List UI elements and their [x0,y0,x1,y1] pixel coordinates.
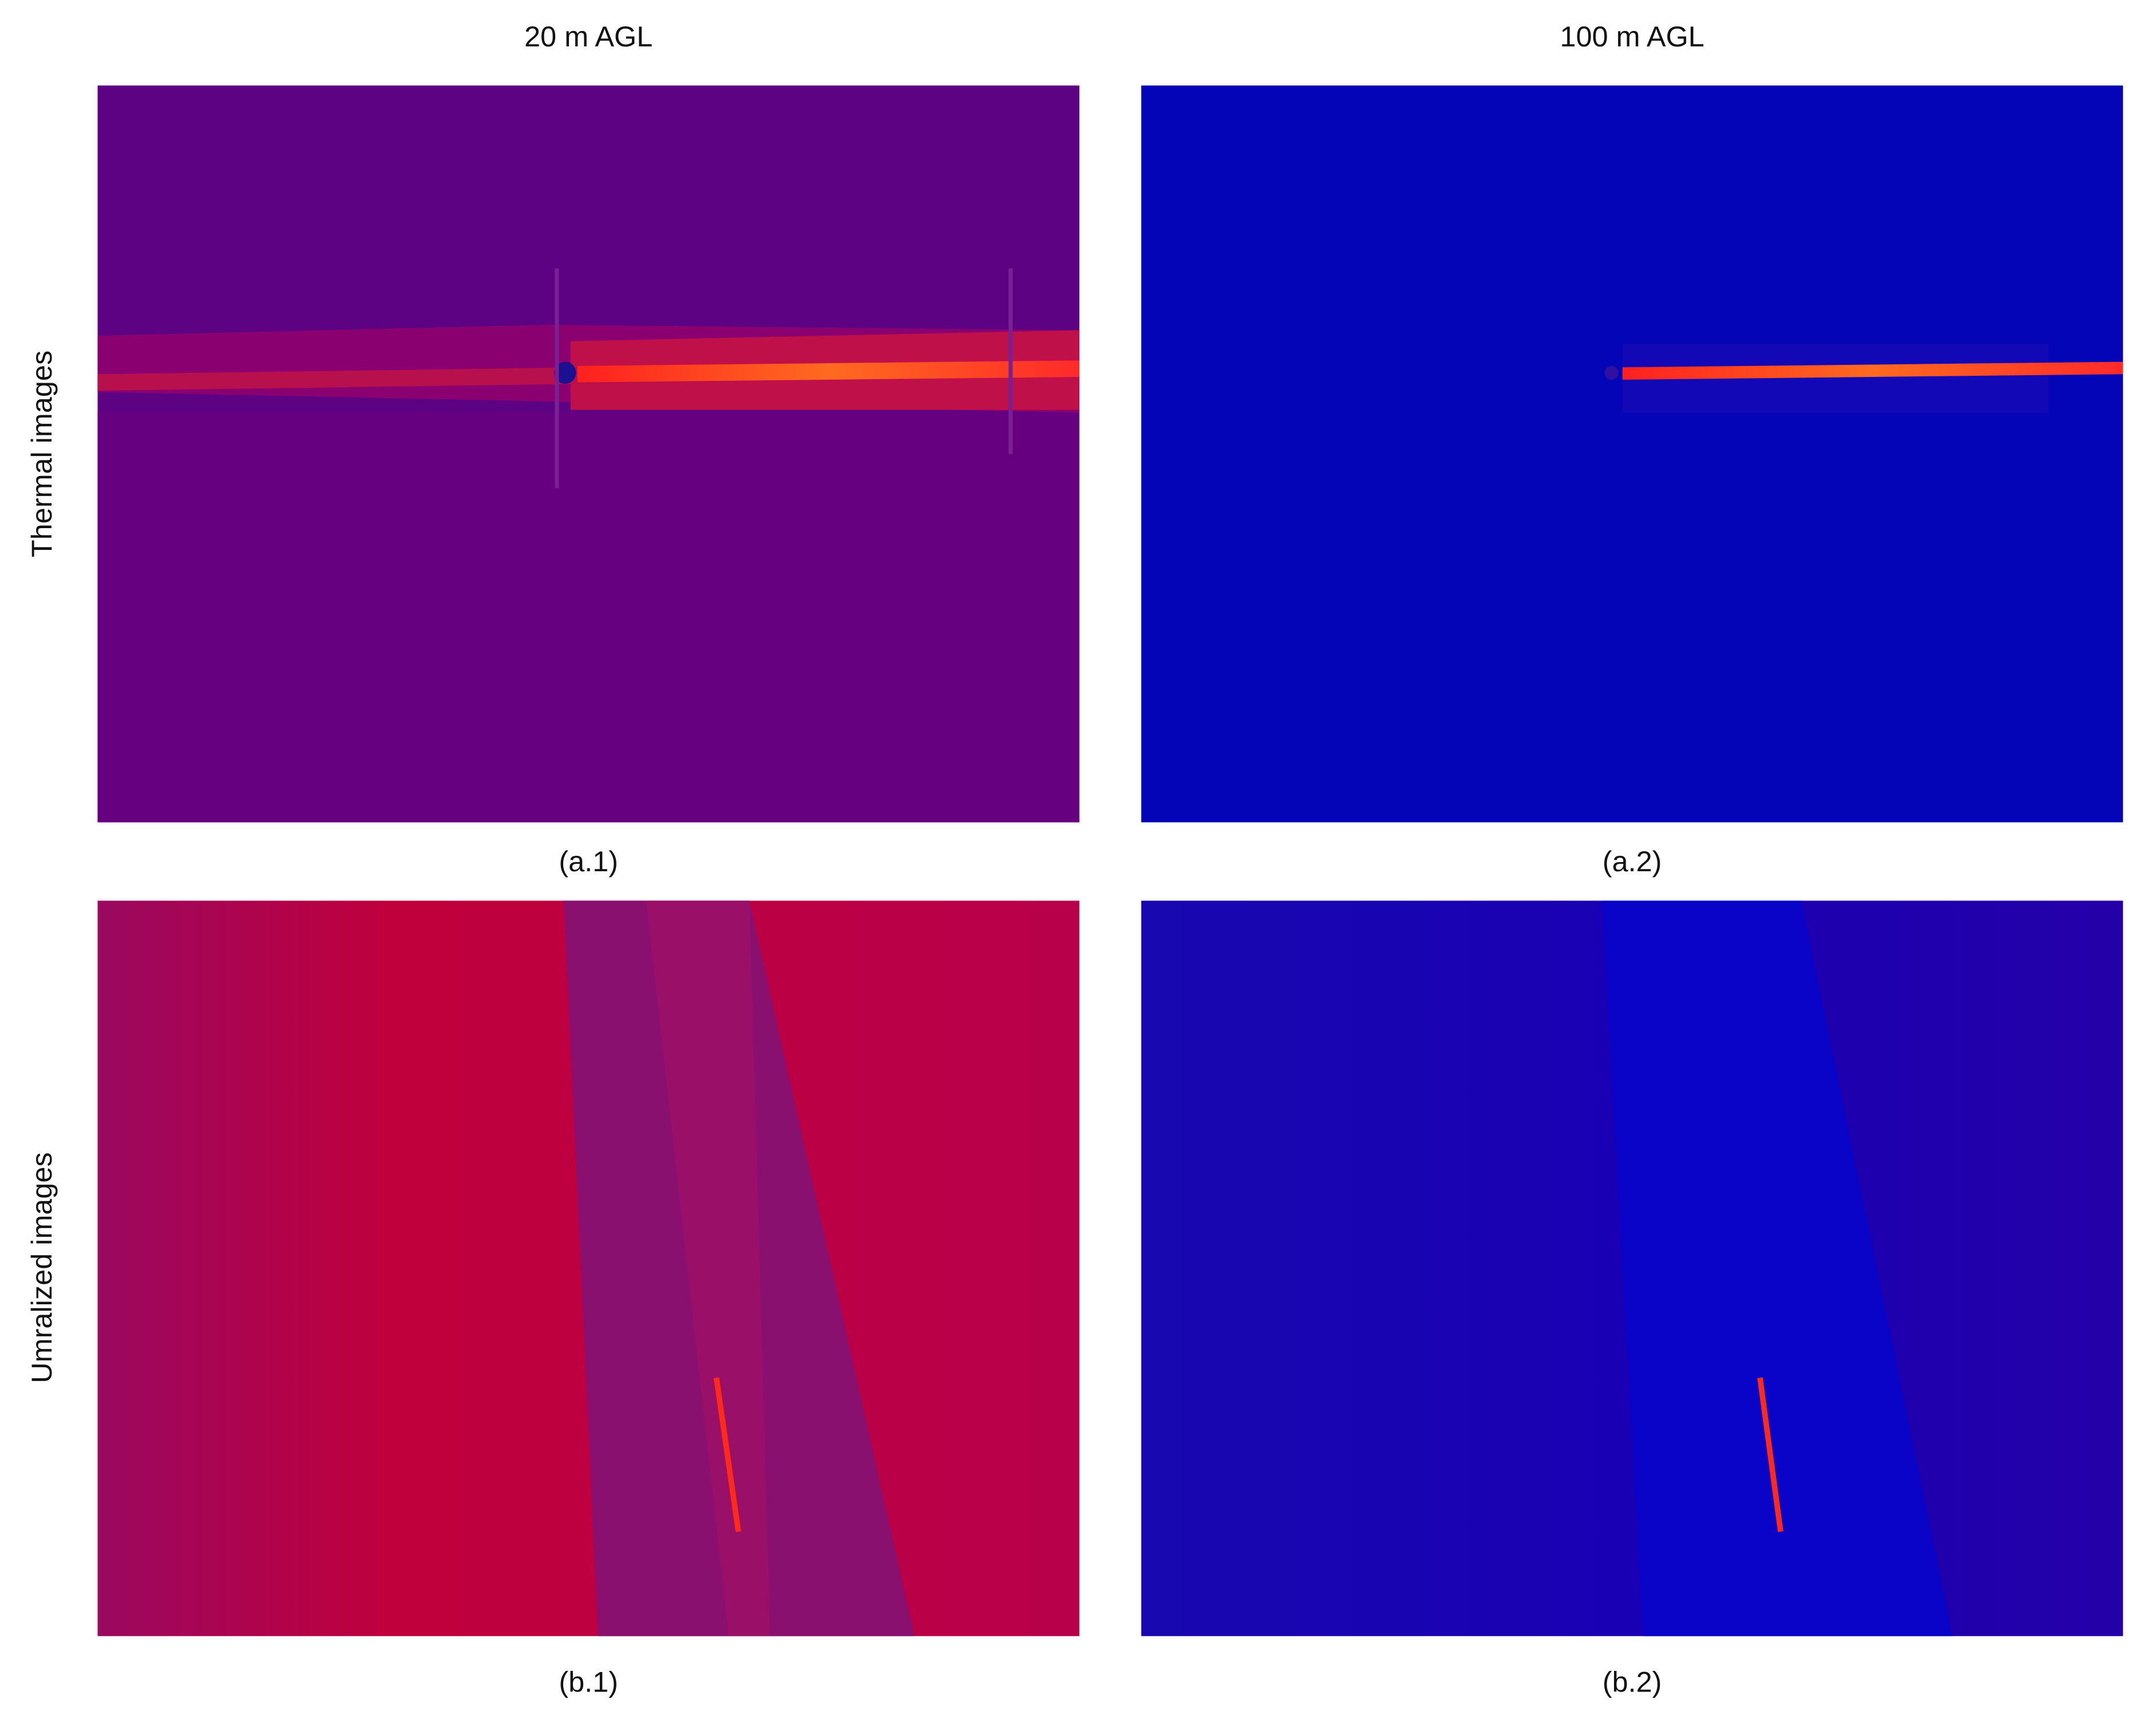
caption: (b.2) [1603,1666,1662,1698]
caption: (a.2) [1603,845,1662,878]
row-label: Thermal images [25,351,58,557]
caption: (b.1) [559,1666,618,1698]
thermal-image [97,85,1079,823]
row-label: Umralized images [25,1152,58,1383]
column-header: 100 m AGL [1560,20,1705,53]
ultralized-image [1141,900,2123,1637]
caption: (a.1) [559,845,618,878]
column-header: 20 m AGL [524,20,653,53]
thermal-image [1141,85,2123,823]
ultralized-image [97,900,1079,1637]
